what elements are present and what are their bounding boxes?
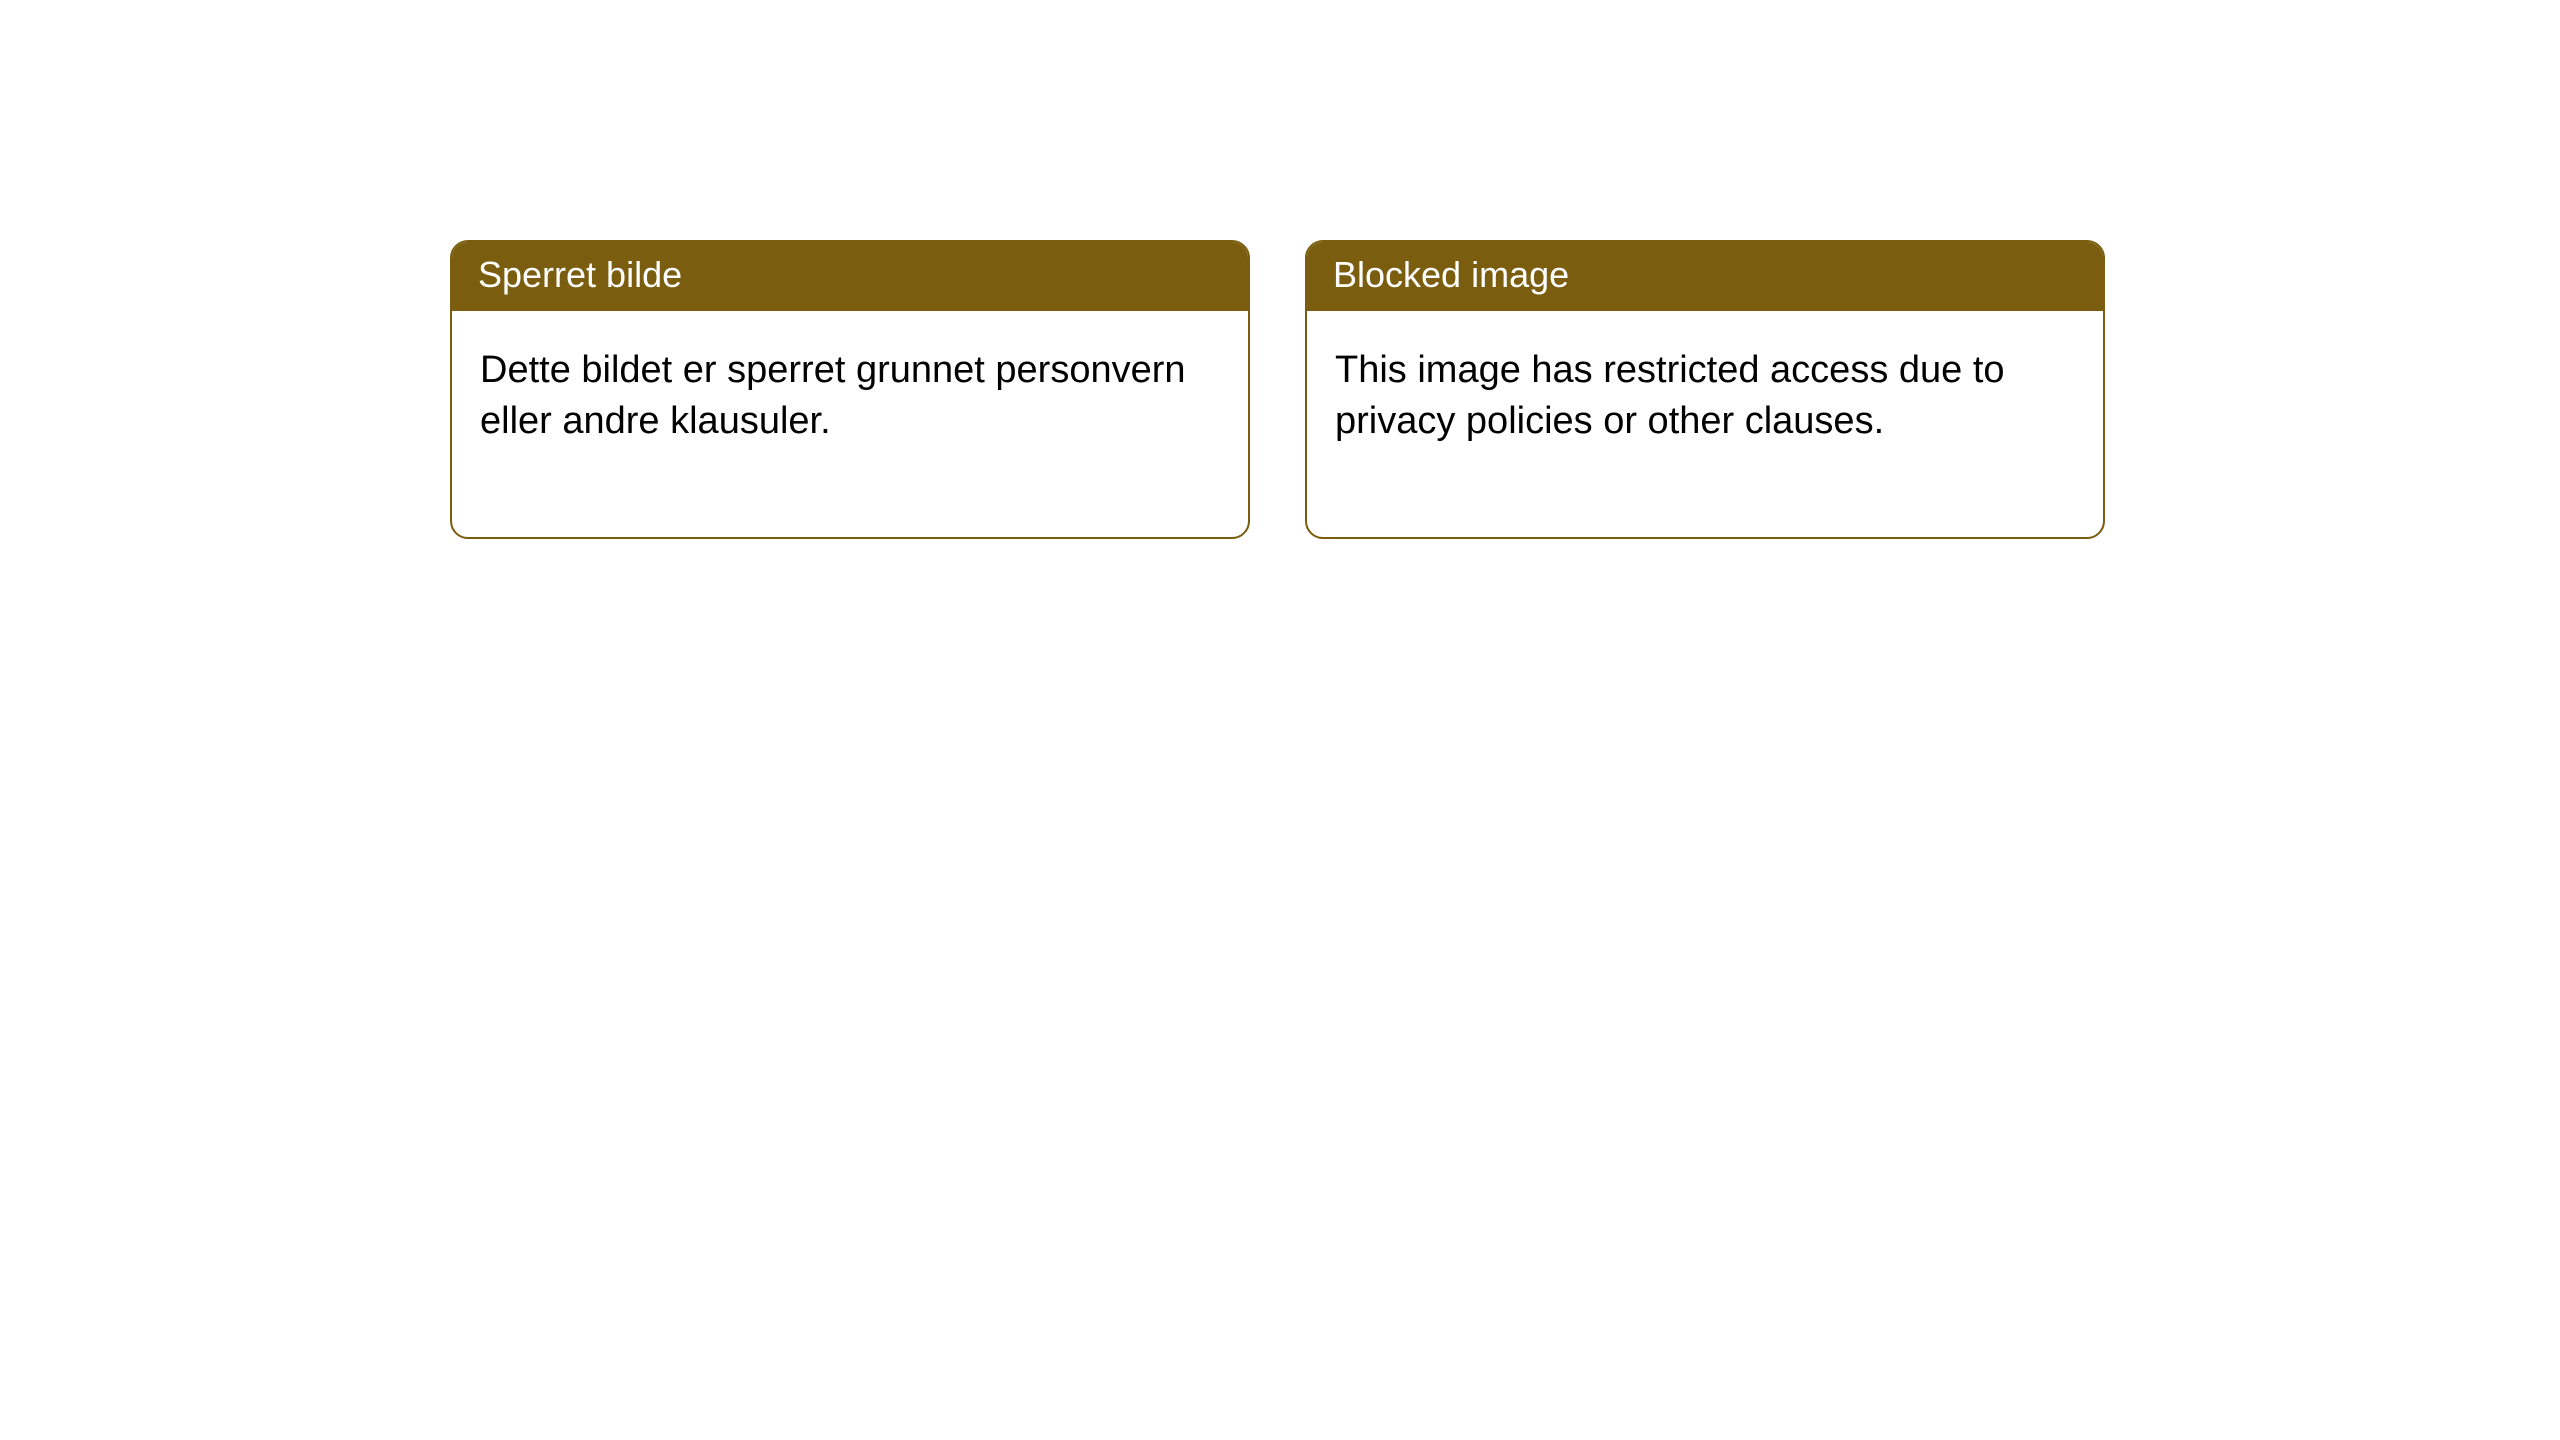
blocked-image-card-nb: Sperret bilde Dette bildet er sperret gr… xyxy=(450,240,1250,539)
card-title-nb: Sperret bilde xyxy=(452,242,1248,311)
card-body-nb: Dette bildet er sperret grunnet personve… xyxy=(452,311,1248,538)
card-title-en: Blocked image xyxy=(1307,242,2103,311)
blocked-image-notice-container: Sperret bilde Dette bildet er sperret gr… xyxy=(450,240,2560,539)
card-body-en: This image has restricted access due to … xyxy=(1307,311,2103,538)
blocked-image-card-en: Blocked image This image has restricted … xyxy=(1305,240,2105,539)
